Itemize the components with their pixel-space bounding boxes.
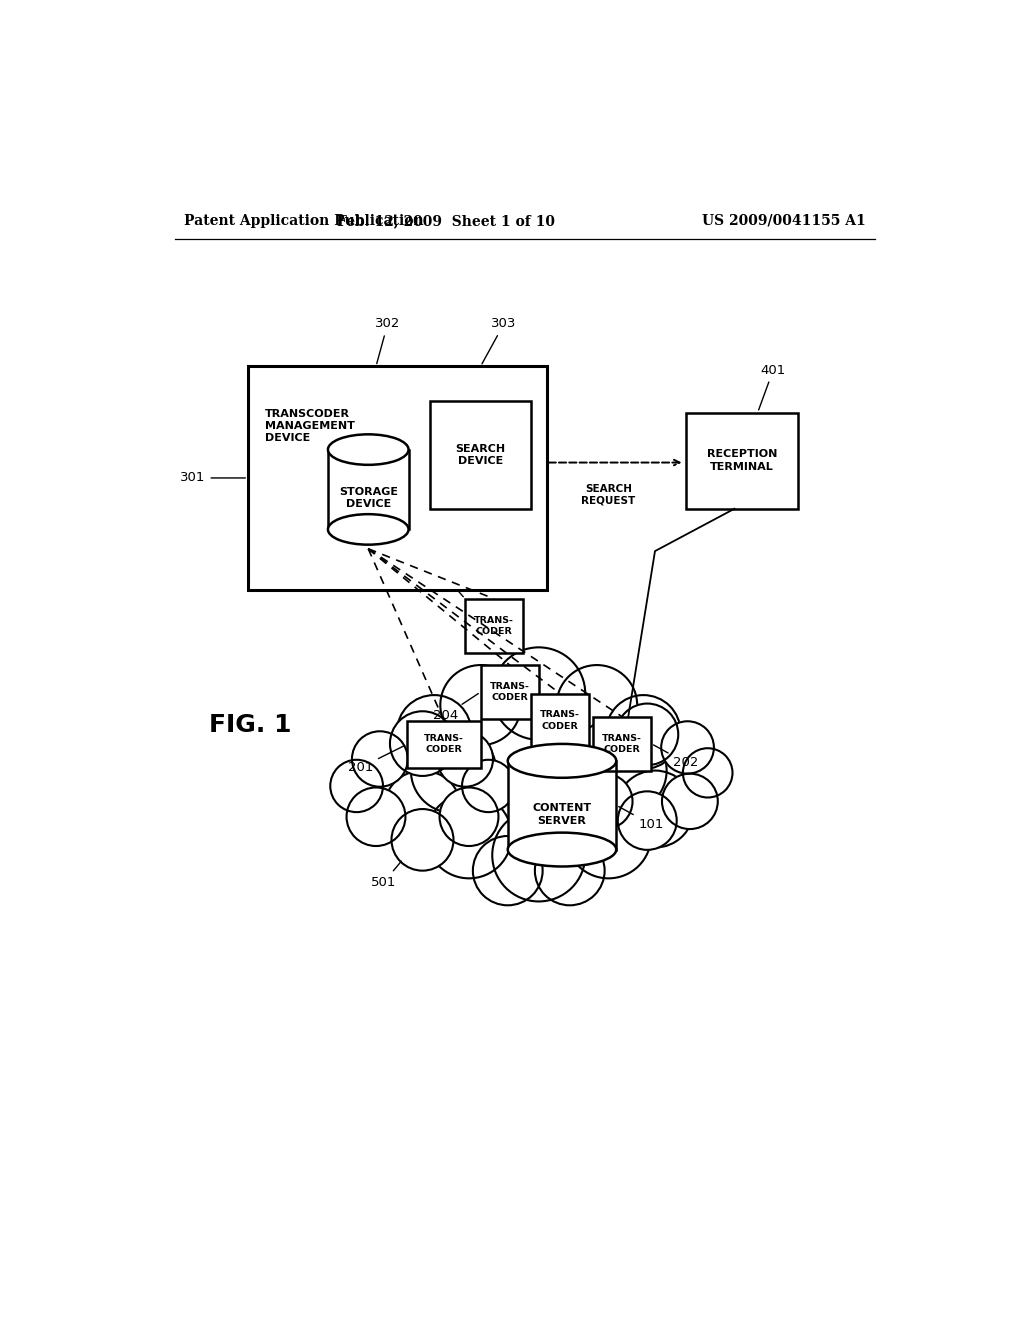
Circle shape [662, 774, 718, 829]
Circle shape [581, 721, 633, 774]
Bar [508, 760, 616, 850]
Circle shape [662, 721, 714, 774]
Circle shape [617, 791, 677, 850]
Circle shape [331, 760, 383, 812]
Circle shape [577, 774, 633, 829]
Circle shape [616, 771, 693, 847]
Text: 302: 302 [375, 317, 400, 363]
Circle shape [616, 704, 678, 766]
Text: 301: 301 [180, 471, 246, 484]
Ellipse shape [508, 744, 616, 777]
Text: RECEPTION
TERMINAL: RECEPTION TERMINAL [707, 449, 777, 471]
Ellipse shape [508, 833, 616, 866]
Bar [480, 665, 539, 719]
Text: 202: 202 [653, 744, 698, 770]
Circle shape [439, 788, 499, 846]
Circle shape [384, 771, 461, 847]
Text: SEARCH
DEVICE: SEARCH DEVICE [456, 444, 506, 466]
Circle shape [426, 793, 512, 878]
Bar [248, 367, 547, 590]
Text: 101: 101 [618, 807, 664, 832]
Text: Patent Application Publication: Patent Application Publication [183, 214, 424, 228]
Text: TRANSCODER
MANAGEMENT
DEVICE: TRANSCODER MANAGEMENT DEVICE [265, 409, 355, 444]
Text: US 2009/0041155 A1: US 2009/0041155 A1 [702, 214, 866, 228]
Circle shape [582, 729, 667, 813]
Bar [407, 721, 480, 768]
Text: TRANS-
CODER: TRANS- CODER [424, 734, 464, 755]
Circle shape [391, 809, 454, 871]
Text: 203: 203 [425, 561, 463, 597]
Bar [465, 599, 523, 652]
Circle shape [346, 788, 406, 846]
Circle shape [473, 836, 543, 906]
Circle shape [397, 696, 471, 770]
Text: TRANS-
CODER: TRANS- CODER [474, 615, 514, 636]
Circle shape [493, 809, 586, 902]
Circle shape [411, 729, 496, 813]
Text: 303: 303 [482, 317, 516, 364]
Circle shape [535, 836, 604, 906]
Ellipse shape [328, 434, 409, 465]
Text: 201: 201 [348, 746, 404, 774]
Bar [328, 450, 409, 529]
Bar [686, 412, 799, 508]
Text: 401: 401 [759, 363, 785, 411]
Text: TRANS-
CODER: TRANS- CODER [489, 682, 529, 702]
Circle shape [440, 665, 521, 744]
Text: TRANS-
CODER: TRANS- CODER [602, 734, 642, 754]
Bar [430, 401, 531, 508]
Circle shape [462, 760, 515, 812]
Circle shape [352, 731, 408, 787]
Circle shape [683, 748, 732, 797]
Text: FIG. 1: FIG. 1 [209, 713, 292, 737]
Circle shape [606, 696, 681, 770]
Ellipse shape [328, 515, 409, 545]
Bar [593, 717, 651, 771]
Circle shape [557, 665, 637, 744]
Text: SEARCH
REQUEST: SEARCH REQUEST [582, 484, 636, 506]
Text: Feb. 12, 2009  Sheet 1 of 10: Feb. 12, 2009 Sheet 1 of 10 [337, 214, 555, 228]
Text: 501: 501 [371, 861, 401, 888]
Text: TRANS-
CODER: TRANS- CODER [540, 710, 580, 730]
Bar [531, 693, 589, 747]
Text: STORAGE
DEVICE: STORAGE DEVICE [339, 487, 397, 510]
Circle shape [437, 731, 493, 787]
Circle shape [493, 647, 586, 739]
Text: 204: 204 [433, 693, 478, 722]
Circle shape [390, 711, 455, 776]
Circle shape [562, 748, 611, 797]
Circle shape [566, 793, 651, 878]
Text: CONTENT
SERVER: CONTENT SERVER [532, 804, 592, 825]
